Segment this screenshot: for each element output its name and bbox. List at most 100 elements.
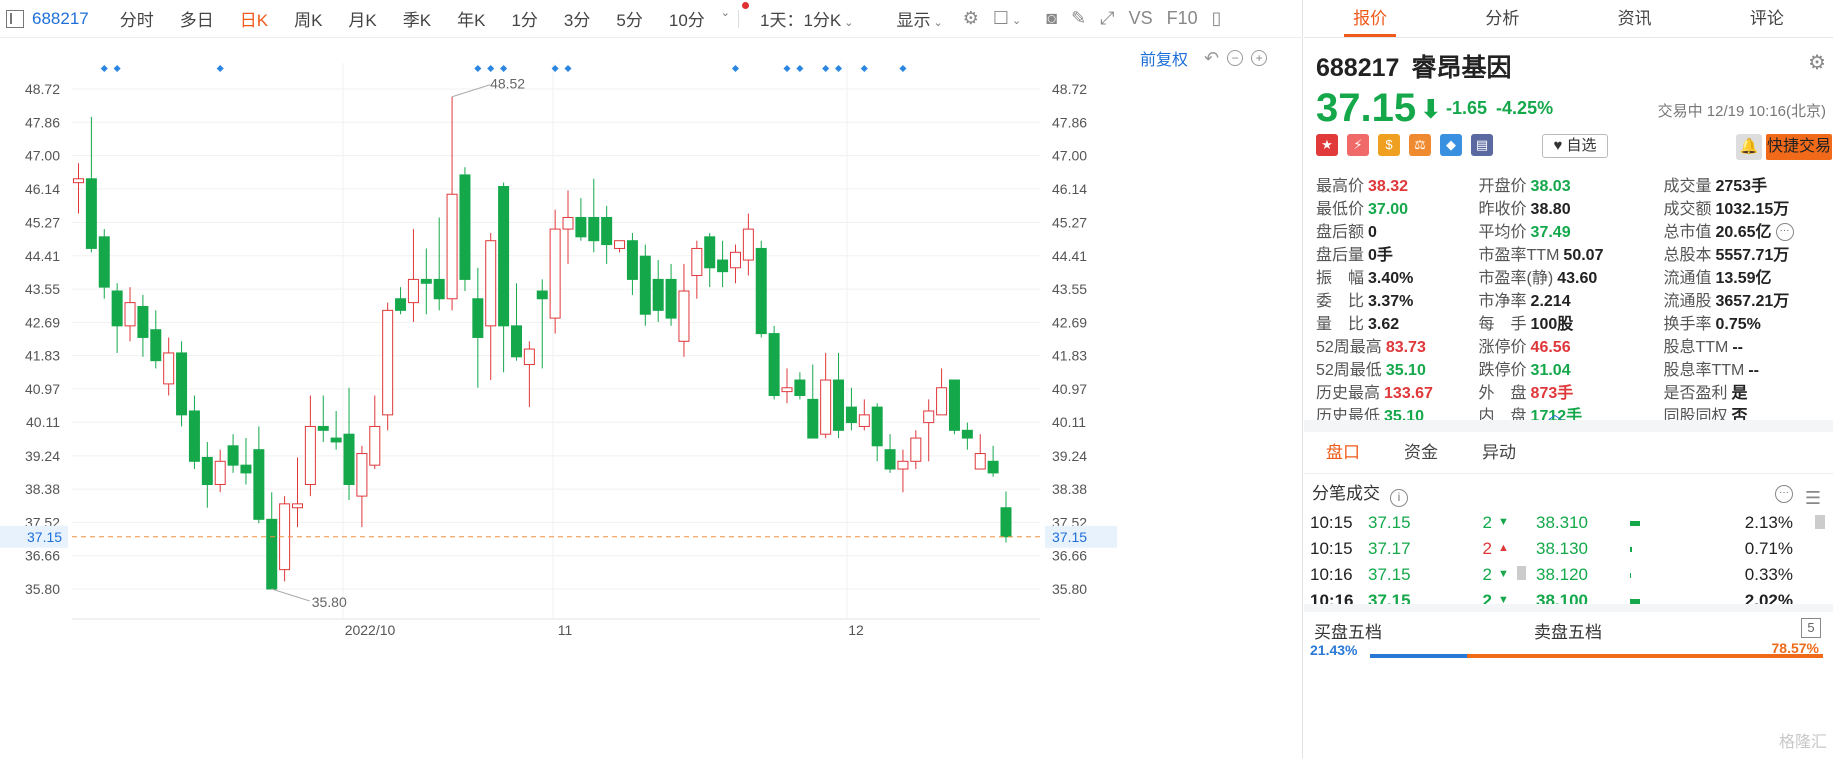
candle[interactable]: [317, 395, 329, 442]
candle[interactable]: [201, 441, 213, 508]
candle[interactable]: [768, 325, 780, 400]
candle[interactable]: [665, 263, 677, 326]
more-icon[interactable]: ···: [1775, 485, 1793, 503]
candle[interactable]: [961, 422, 973, 450]
candle[interactable]: [446, 96, 458, 311]
bell-icon[interactable]: 🔔: [1736, 134, 1762, 160]
candle[interactable]: [794, 372, 806, 400]
gear-icon[interactable]: ⚙: [1808, 52, 1826, 74]
candle[interactable]: [227, 434, 239, 473]
candle[interactable]: [923, 399, 935, 462]
depth-levels-button[interactable]: 5: [1801, 618, 1821, 638]
candle[interactable]: [98, 229, 110, 299]
reset-icon[interactable]: ↶: [1204, 47, 1220, 68]
compare-vs-button[interactable]: VS: [1128, 8, 1153, 28]
kline-chart[interactable]: 48.72 48.72 47.86 47.86 47.00 47.00 46.14 46.14…: [0, 38, 1170, 758]
cn-flag-icon[interactable]: ★: [1316, 134, 1338, 156]
candle[interactable]: [176, 341, 188, 427]
quick-trade-button[interactable]: 快捷交易: [1766, 134, 1832, 160]
settings-icon[interactable]: ⚙: [962, 8, 979, 28]
event-marker-icon[interactable]: [783, 64, 791, 73]
document-icon[interactable]: ▤: [1471, 134, 1493, 156]
candle[interactable]: [420, 248, 432, 315]
candle[interactable]: [188, 395, 200, 470]
candle[interactable]: [536, 279, 548, 369]
candle[interactable]: [626, 232, 638, 295]
panel-tab-3[interactable]: 评论: [1749, 9, 1784, 28]
candle[interactable]: [510, 283, 522, 361]
event-marker-icon[interactable]: [216, 64, 224, 73]
candle[interactable]: [369, 395, 381, 470]
candle[interactable]: [691, 240, 703, 299]
candle[interactable]: [498, 182, 510, 373]
period-tab-8[interactable]: 3分: [563, 11, 591, 30]
candle[interactable]: [395, 287, 407, 315]
balance-icon[interactable]: ⚖: [1409, 134, 1431, 156]
event-marker-icon[interactable]: [796, 64, 804, 73]
list-icon[interactable]: ☰: [1804, 488, 1821, 508]
event-marker-icon[interactable]: [474, 64, 482, 73]
candle[interactable]: [291, 457, 303, 528]
candle[interactable]: [704, 232, 716, 288]
event-marker-icon[interactable]: [822, 64, 830, 73]
period-tab-6[interactable]: 年K: [457, 11, 486, 30]
candle[interactable]: [729, 244, 741, 284]
candle[interactable]: [343, 387, 355, 500]
sub-tab-1[interactable]: 资金: [1404, 443, 1438, 462]
period-tab-0[interactable]: 分时: [119, 11, 154, 30]
mode-dropdown[interactable]: 1天：1分K ⌄: [760, 11, 854, 30]
candle[interactable]: [279, 496, 291, 582]
candle[interactable]: [601, 205, 613, 264]
camera-icon[interactable]: ◙: [1046, 8, 1058, 28]
candle[interactable]: [137, 294, 149, 357]
event-marker-icon[interactable]: [731, 64, 740, 73]
candle[interactable]: [897, 449, 909, 493]
candle[interactable]: [755, 240, 767, 338]
candle[interactable]: [936, 368, 948, 416]
period-tab-4[interactable]: 月K: [348, 11, 377, 30]
candle[interactable]: [472, 267, 484, 388]
adjust-mode-button[interactable]: 前复权: [1140, 52, 1189, 69]
candle[interactable]: [1000, 491, 1012, 543]
info-icon[interactable]: i: [1390, 489, 1408, 507]
candle[interactable]: [85, 116, 97, 253]
add-watchlist-button[interactable]: ♥ 自选: [1542, 134, 1608, 158]
fullscreen-icon[interactable]: ⤢: [1100, 8, 1115, 28]
f10-button[interactable]: F10: [1166, 8, 1198, 28]
candle[interactable]: [742, 213, 754, 276]
panel-tab-1[interactable]: 分析: [1485, 9, 1520, 28]
candle[interactable]: [562, 190, 574, 264]
period-tab-7[interactable]: 1分: [511, 11, 538, 30]
candle[interactable]: [240, 438, 252, 485]
event-marker-icon[interactable]: [500, 64, 508, 73]
scrollbar[interactable]: [1815, 515, 1825, 529]
candle[interactable]: [407, 229, 419, 322]
candle[interactable]: [266, 492, 278, 590]
period-tab-9[interactable]: 5分: [616, 11, 643, 30]
candle[interactable]: [807, 364, 819, 439]
candle[interactable]: [820, 352, 832, 439]
sub-tab-2[interactable]: 异动: [1482, 443, 1516, 462]
event-marker-icon[interactable]: [899, 64, 907, 73]
candle[interactable]: [433, 217, 445, 311]
coin-icon[interactable]: $: [1378, 134, 1400, 156]
candle[interactable]: [614, 240, 626, 253]
pencil-icon[interactable]: ✎: [1071, 8, 1087, 28]
event-marker-icon[interactable]: [860, 64, 868, 73]
period-tab-5[interactable]: 季K: [402, 11, 432, 30]
candle[interactable]: [833, 352, 845, 439]
candle[interactable]: [678, 263, 690, 357]
candle[interactable]: [356, 445, 368, 528]
event-marker-icon[interactable]: [564, 64, 572, 73]
candle[interactable]: [884, 434, 896, 473]
flash-icon[interactable]: ⚡: [1347, 134, 1369, 156]
candle[interactable]: [910, 430, 922, 470]
zoom-out-icon[interactable]: −: [1227, 50, 1244, 66]
event-marker-icon[interactable]: [487, 64, 495, 73]
candle[interactable]: [974, 434, 986, 470]
style-square-icon[interactable]: ☐ ⌄: [992, 8, 1022, 28]
candle[interactable]: [214, 449, 226, 493]
panel-tab-0[interactable]: 报价: [1304, 0, 1436, 37]
display-dropdown[interactable]: 显示 ⌄: [896, 11, 943, 30]
scroll-thumb[interactable]: [1517, 566, 1526, 580]
